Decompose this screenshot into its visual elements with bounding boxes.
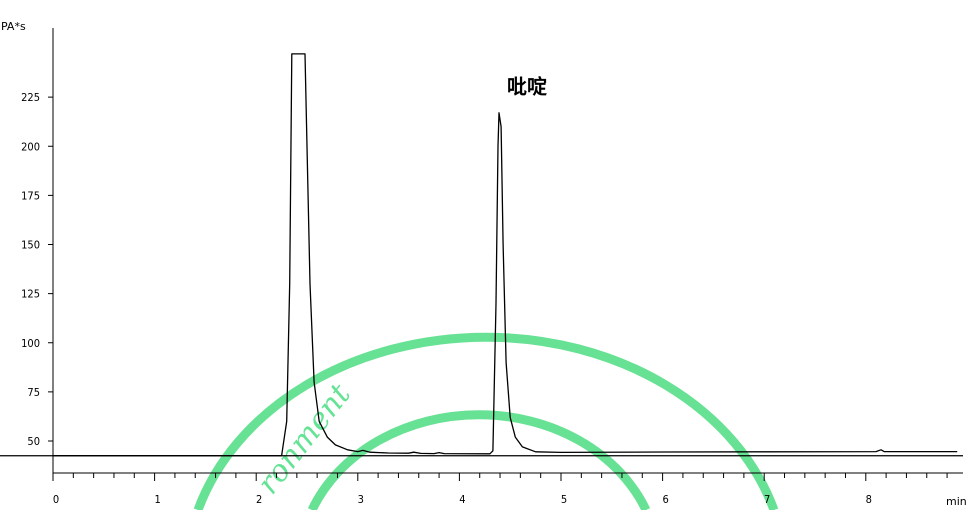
x-tick-label: 7 [764, 493, 770, 506]
y-tick-label: 75 [27, 386, 40, 399]
watermark: ronment [193, 332, 779, 510]
x-tick-label: 6 [662, 493, 668, 506]
x-tick-label: 4 [459, 493, 465, 506]
y-tick-label: 100 [21, 337, 40, 350]
watermark-text: ronment [251, 377, 359, 501]
signal-trace [53, 53, 958, 457]
x-tick-label: 8 [866, 493, 872, 506]
watermark-outer-arc [193, 332, 779, 510]
y-tick-label: 175 [21, 189, 40, 202]
watermark-inner-arc [307, 410, 651, 510]
y-tick-label: 200 [21, 140, 40, 153]
series-layer [0, 53, 963, 457]
x-tick-label: 1 [154, 493, 160, 506]
labels: 50 75 100 125 150 175 200 225 0 1 2 3 4 5 6 7 8 PA*s min 吡啶 [1, 20, 966, 508]
x-axis-label: min [946, 495, 966, 508]
x-tick-label: 0 [53, 493, 59, 506]
axes [48, 28, 963, 481]
y-tick-label: 50 [27, 435, 40, 448]
y-tick-label: 150 [21, 239, 40, 252]
x-tick-label: 3 [358, 493, 364, 506]
x-tick-label: 2 [256, 493, 262, 506]
y-tick-label: 125 [21, 288, 40, 301]
peak-label: 吡啶 [507, 74, 547, 98]
x-tick-label: 5 [561, 493, 567, 506]
y-tick-label: 225 [21, 91, 40, 104]
y-axis-label: PA*s [1, 20, 26, 33]
